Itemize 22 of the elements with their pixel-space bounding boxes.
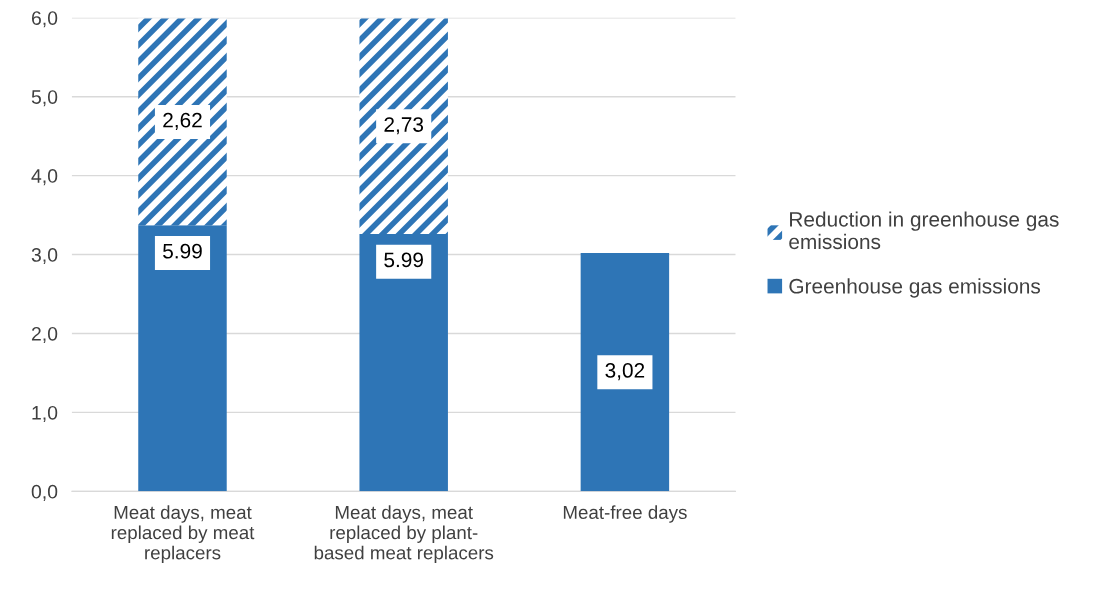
- x-tick-label: Meat-free days: [563, 505, 687, 523]
- y-tick-label: 0,0: [31, 484, 58, 501]
- bar: [359, 234, 448, 492]
- y-tick-label: 1,0: [32, 405, 58, 422]
- data-label: 2,73: [384, 117, 424, 135]
- y-tick-label: 6,0: [31, 11, 58, 28]
- data-label: 3,02: [605, 363, 645, 381]
- x-tick-label: Meat days, meat replaced by meat replacers: [111, 505, 255, 564]
- total-label: 5.99: [163, 243, 202, 259]
- data-label: 2,62: [163, 112, 202, 131]
- bar: [359, 18, 448, 235]
- total-label: 5.99: [384, 252, 423, 268]
- bar: [580, 252, 670, 492]
- bar: [138, 225, 227, 492]
- y-tick-label: 3,0: [31, 248, 58, 265]
- y-tick-label: 4,0: [31, 169, 58, 186]
- bar: [138, 18, 227, 226]
- x-tick-label: Meat days, meat replaced by plant- based meat replacers: [314, 505, 494, 564]
- y-tick-label: 2,0: [31, 326, 58, 344]
- legend-label: Reduction in greenhouse gas emissions: [789, 211, 1059, 250]
- y-tick-label: 5,0: [31, 90, 58, 107]
- legend-label: Greenhouse gas emissions: [789, 278, 1041, 298]
